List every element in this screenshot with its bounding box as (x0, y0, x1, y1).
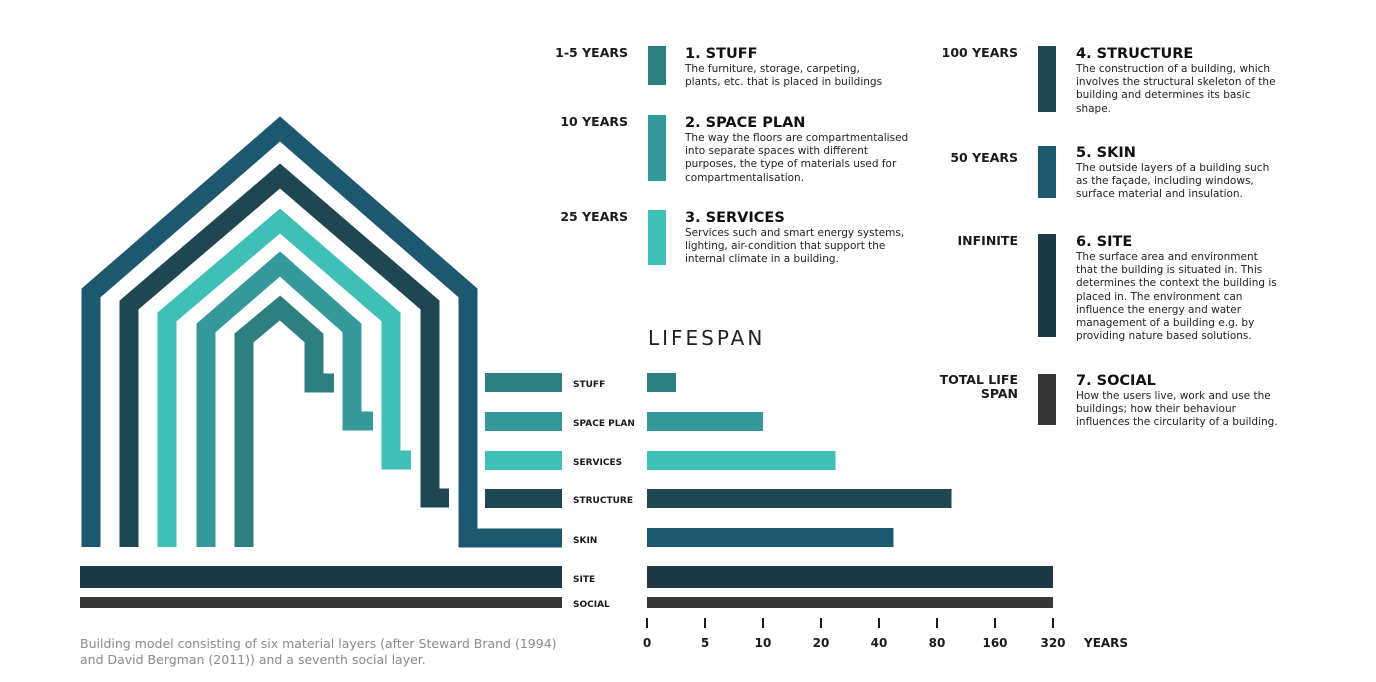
house-layer-space-plan (196, 251, 373, 547)
x-tick-label: 20 (813, 636, 830, 650)
years-label-text: TOTAL LIFE SPAN (939, 372, 1018, 401)
legend-text: 2. SPACE PLAN The way the floors are com… (685, 115, 925, 185)
color-swatch (1038, 374, 1056, 425)
house-stub-structure (485, 489, 562, 508)
x-tick-label: 160 (982, 636, 1007, 650)
figure-caption: Building model consisting of six materia… (80, 636, 557, 667)
layer-description: The construction of a building, which in… (1076, 63, 1276, 115)
x-tick-label: 40 (871, 636, 888, 650)
house-site-ground (80, 566, 562, 588)
layer-description: The outside layers of a building such as… (1076, 162, 1270, 201)
category-label: SITE (573, 575, 595, 585)
house-layer-stuff (234, 295, 334, 547)
legend-text: 1. STUFF The furniture, storage, carpeti… (685, 46, 925, 89)
years-label: 10 YEARS (560, 114, 628, 129)
house-stub-services (485, 451, 562, 470)
x-tick-label: 320 (1040, 636, 1065, 650)
bar-site (647, 566, 1053, 588)
layer-title: 4. STRUCTURE (1076, 46, 1194, 62)
house-stub-stuff (485, 373, 562, 392)
color-swatch (648, 210, 666, 265)
chart-title: LIFESPAN (648, 326, 766, 350)
category-label: STUFF (573, 380, 605, 390)
category-label: SERVICES (573, 458, 622, 468)
x-tick-label: 80 (929, 636, 946, 650)
layer-title: 2. SPACE PLAN (685, 115, 806, 131)
color-swatch (1038, 146, 1056, 198)
bar-services (647, 451, 836, 470)
years-label: 100 YEARS (941, 45, 1018, 60)
category-label: SOCIAL (573, 600, 610, 610)
bar-social (647, 597, 1053, 608)
category-label: SKIN (573, 536, 597, 546)
bar-stuff (647, 373, 676, 392)
house-layer-structure (119, 163, 449, 547)
layer-description: Services such and smart energy systems, … (685, 227, 905, 266)
x-axis-label: YEARS (1083, 636, 1128, 650)
legend-text: 5. SKIN The outside layers of a building… (1076, 145, 1316, 202)
legend-text: 4. STRUCTURE The construction of a build… (1076, 46, 1316, 116)
house-layer-services (157, 208, 411, 547)
years-label: TOTAL LIFE SPAN (868, 373, 1018, 401)
layer-description: The surface area and environment that th… (1076, 251, 1277, 343)
house-stub-space-plan (485, 412, 562, 431)
category-label: SPACE PLAN (573, 419, 635, 429)
x-tick-label: 0 (643, 636, 651, 650)
years-label: INFINITE (957, 233, 1018, 248)
color-swatch (1038, 234, 1056, 337)
layer-description: The way the floors are compartmentalised… (685, 132, 909, 184)
x-tick-label: 10 (755, 636, 772, 650)
layer-title: 6. SITE (1076, 234, 1133, 250)
legend-text: 3. SERVICES Services such and smart ener… (685, 210, 925, 267)
legend-text: 7. SOCIAL How the users live, work and u… (1076, 373, 1316, 430)
layer-title: 1. STUFF (685, 46, 758, 62)
color-swatch (648, 46, 666, 85)
layer-description: How the users live, work and use the bui… (1076, 390, 1278, 429)
bar-structure (647, 489, 952, 508)
color-swatch (648, 115, 666, 181)
legend-text: 6. SITE The surface area and environment… (1076, 234, 1316, 343)
bar-skin (647, 528, 894, 547)
layer-title: 7. SOCIAL (1076, 373, 1156, 389)
layer-title: 3. SERVICES (685, 210, 785, 226)
color-swatch (1038, 46, 1056, 112)
x-tick-label: 5 (701, 636, 709, 650)
years-label: 50 YEARS (950, 150, 1018, 165)
house-layer-skin (81, 116, 562, 548)
layer-title: 5. SKIN (1076, 145, 1136, 161)
bar-space-plan (647, 412, 763, 431)
years-label: 1-5 YEARS (555, 45, 628, 60)
category-label: STRUCTURE (573, 496, 633, 506)
house-social-ground (80, 597, 562, 608)
layer-description: The furniture, storage, carpeting, plant… (685, 63, 883, 89)
years-label: 25 YEARS (560, 209, 628, 224)
